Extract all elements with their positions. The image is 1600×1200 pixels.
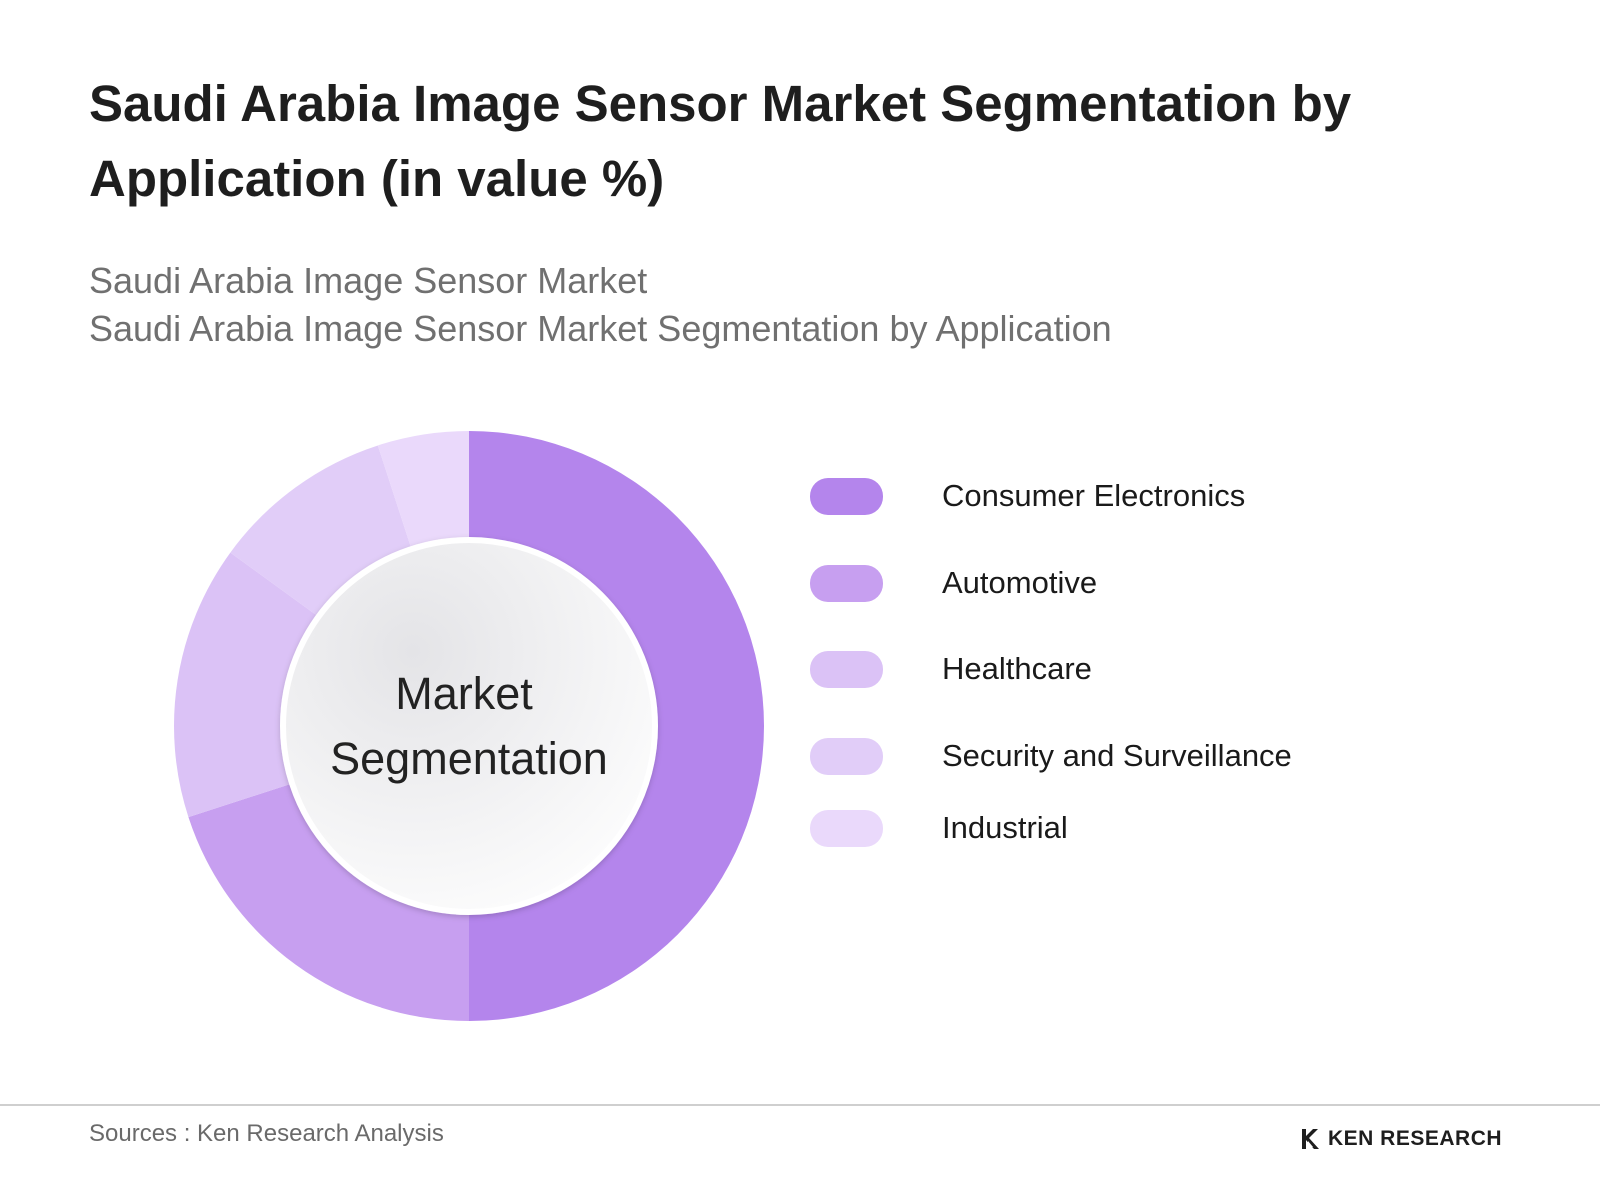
legend-item-industrial: Industrial <box>810 808 1068 848</box>
legend-label-automotive: Automotive <box>942 565 1098 600</box>
legend-swatch-healthcare <box>810 650 883 688</box>
legend-item-security-and-surveillance: Security and Surveillance <box>810 736 1292 776</box>
donut-chart: Market Segmentation <box>174 431 764 1021</box>
legend-label-security-and-surveillance: Security and Surveillance <box>942 738 1292 773</box>
donut-center <box>280 537 658 915</box>
legend-swatch-automotive <box>810 564 883 602</box>
legend-item-healthcare: Healthcare <box>810 649 1092 689</box>
subtitle-market: Saudi Arabia Image Sensor Market <box>89 260 648 301</box>
sources-note: Sources : Ken Research Analysis <box>89 1120 444 1147</box>
chart-legend: Consumer Electronics Automotive Healthcare… <box>810 476 1510 876</box>
brand-name: KEN RESEARCH <box>1328 1127 1503 1150</box>
legend-swatch-consumer-electronics <box>810 477 883 515</box>
brand-logo: KEN RESEARCH <box>1300 1124 1502 1154</box>
legend-swatch-security-and-surveillance <box>810 737 883 775</box>
legend-item-consumer-electronics: Consumer Electronics <box>810 476 1245 516</box>
subtitle-segmentation: Saudi Arabia Image Sensor Market Segment… <box>89 308 1112 349</box>
center-label-line2: Segmentation <box>330 733 608 784</box>
legend-label-consumer-electronics: Consumer Electronics <box>942 478 1246 513</box>
legend-swatch-industrial <box>810 809 883 847</box>
page-title: Saudi Arabia Image Sensor Market Segment… <box>89 75 1352 207</box>
ken-research-logo-icon <box>1302 1129 1319 1149</box>
legend-label-industrial: Industrial <box>942 810 1068 845</box>
legend-label-healthcare: Healthcare <box>942 651 1092 686</box>
legend-item-automotive: Automotive <box>810 563 1097 603</box>
center-label-line1: Market <box>395 668 533 719</box>
footer-divider <box>0 1104 1600 1106</box>
